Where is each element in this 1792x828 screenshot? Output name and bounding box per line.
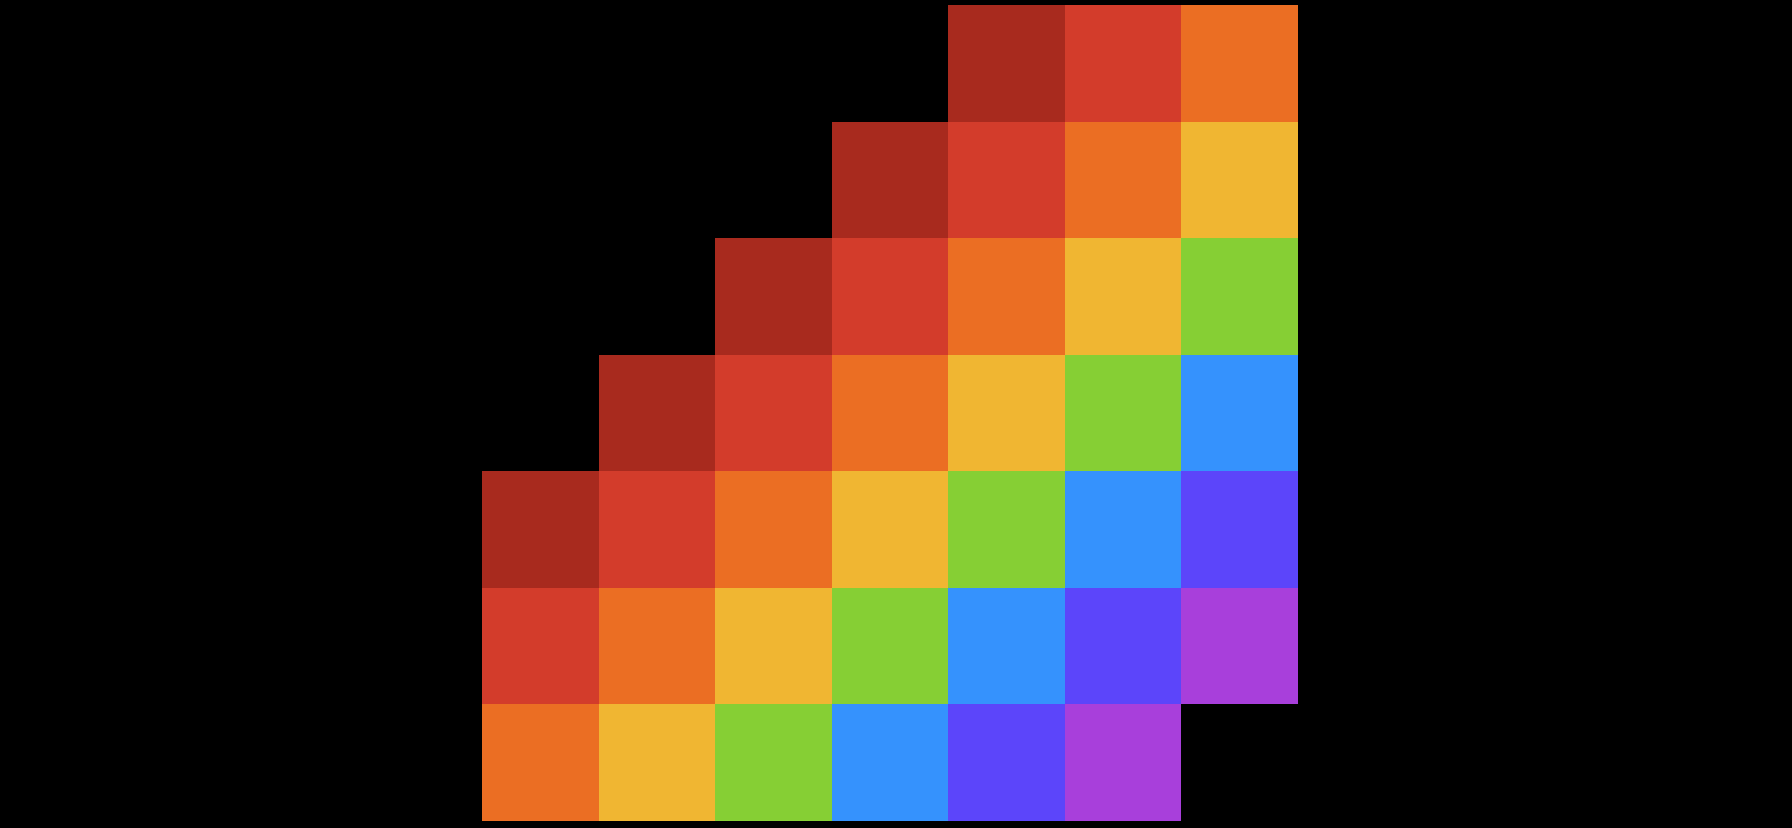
grid-cell-blue [1064,471,1182,588]
grid-cell-yellow [1181,121,1298,239]
grid-cell-orange [1064,121,1182,239]
grid-cell-orange [598,587,716,705]
grid-cell-indigo [948,704,1065,821]
grid-cell-green [1181,238,1298,355]
color-grid [482,5,1298,821]
grid-cell-dark-red [831,121,949,239]
grid-cell-empty [598,238,716,355]
grid-cell-indigo [1064,587,1182,705]
grid-cell-purple [1181,587,1298,705]
grid-cell-orange [948,238,1065,355]
grid-cell-red [948,121,1065,239]
grid-cell-dark-red [715,238,832,355]
grid-cell-green [948,471,1065,588]
grid-cell-dark-red [598,354,716,472]
grid-cell-yellow [598,704,716,821]
grid-cell-red [1064,5,1182,122]
grid-cell-empty [598,121,716,239]
grid-cell-blue [948,587,1065,705]
grid-cell-empty [831,5,949,122]
grid-cell-empty [482,354,599,472]
grid-cell-red [715,354,832,472]
grid-cell-orange [1181,5,1298,122]
grid-cell-dark-red [482,471,599,588]
grid-cell-blue [1181,354,1298,472]
grid-cell-red [598,471,716,588]
grid-cell-orange [831,354,949,472]
grid-cell-empty [482,5,599,122]
grid-cell-green [1064,354,1182,472]
grid-cell-yellow [715,587,832,705]
grid-cell-blue [831,704,949,821]
grid-cell-purple [1064,704,1182,821]
grid-cell-indigo [1181,471,1298,588]
grid-cell-empty [482,238,599,355]
grid-cell-empty [482,121,599,239]
grid-cell-red [831,238,949,355]
grid-cell-yellow [948,354,1065,472]
grid-cell-yellow [1064,238,1182,355]
grid-cell-orange [715,471,832,588]
grid-cell-empty [598,5,716,122]
grid-cell-yellow [831,471,949,588]
grid-cell-empty [715,121,832,239]
grid-cell-empty [715,5,832,122]
grid-cell-green [831,587,949,705]
grid-cell-red [482,587,599,705]
grid-cell-empty [1181,704,1298,821]
grid-cell-dark-red [948,5,1065,122]
grid-cell-green [715,704,832,821]
grid-cell-orange [482,704,599,821]
